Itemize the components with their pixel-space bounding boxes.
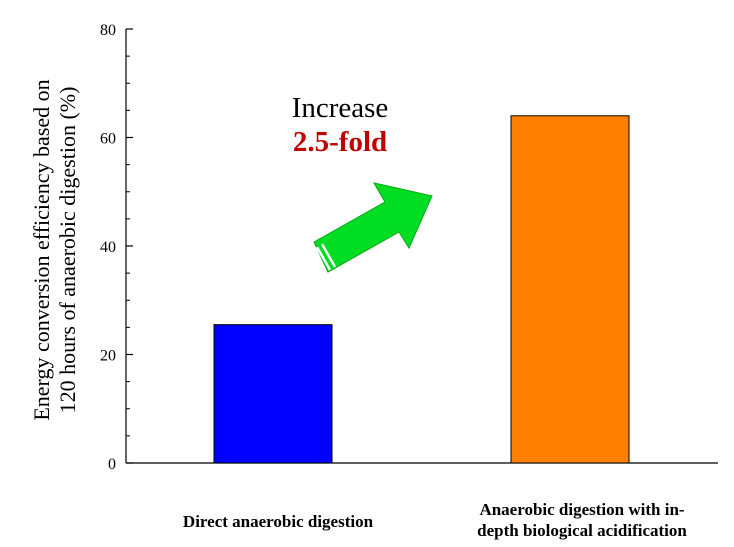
y-axis-title-line-1: Energy conversion efficiency based on [29, 79, 54, 421]
x-tick-label-acidification-line-2: depth biological acidification [477, 521, 687, 540]
y-axis-title-line-2: 120 hours of anaerobic digestion (%) [55, 86, 80, 414]
increase-arrow-icon [313, 182, 433, 273]
y-tick-label: 40 [100, 239, 116, 256]
x-tick-label-direct-line-1: Direct anaerobic digestion [182, 512, 374, 531]
y-tick-label: 20 [100, 348, 116, 365]
arrow-stripe [320, 243, 337, 268]
arrow-stripe [315, 246, 332, 271]
bars [213, 115, 630, 464]
annotation-fold: 2.5-fold [292, 126, 388, 158]
y-tick-label: 0 [108, 456, 116, 473]
increase-annotation: Increase 2.5-fold [250, 92, 430, 160]
x-tick-label-acidification: Anaerobic digestion with in- depth biolo… [430, 499, 734, 541]
y-axis-title: Energy conversion efficiency based on 12… [0, 0, 110, 547]
y-tick-label: 80 [100, 22, 116, 39]
x-tick-label-direct: Direct anaerobic digestion [133, 511, 423, 532]
annotation-increase: Increase [291, 92, 389, 124]
bar-acidification [510, 115, 630, 464]
bar-direct [213, 324, 333, 464]
y-tick-label: 60 [100, 131, 116, 148]
x-tick-label-acidification-line-1: Anaerobic digestion with in- [479, 500, 685, 519]
arrow-body [313, 182, 433, 273]
